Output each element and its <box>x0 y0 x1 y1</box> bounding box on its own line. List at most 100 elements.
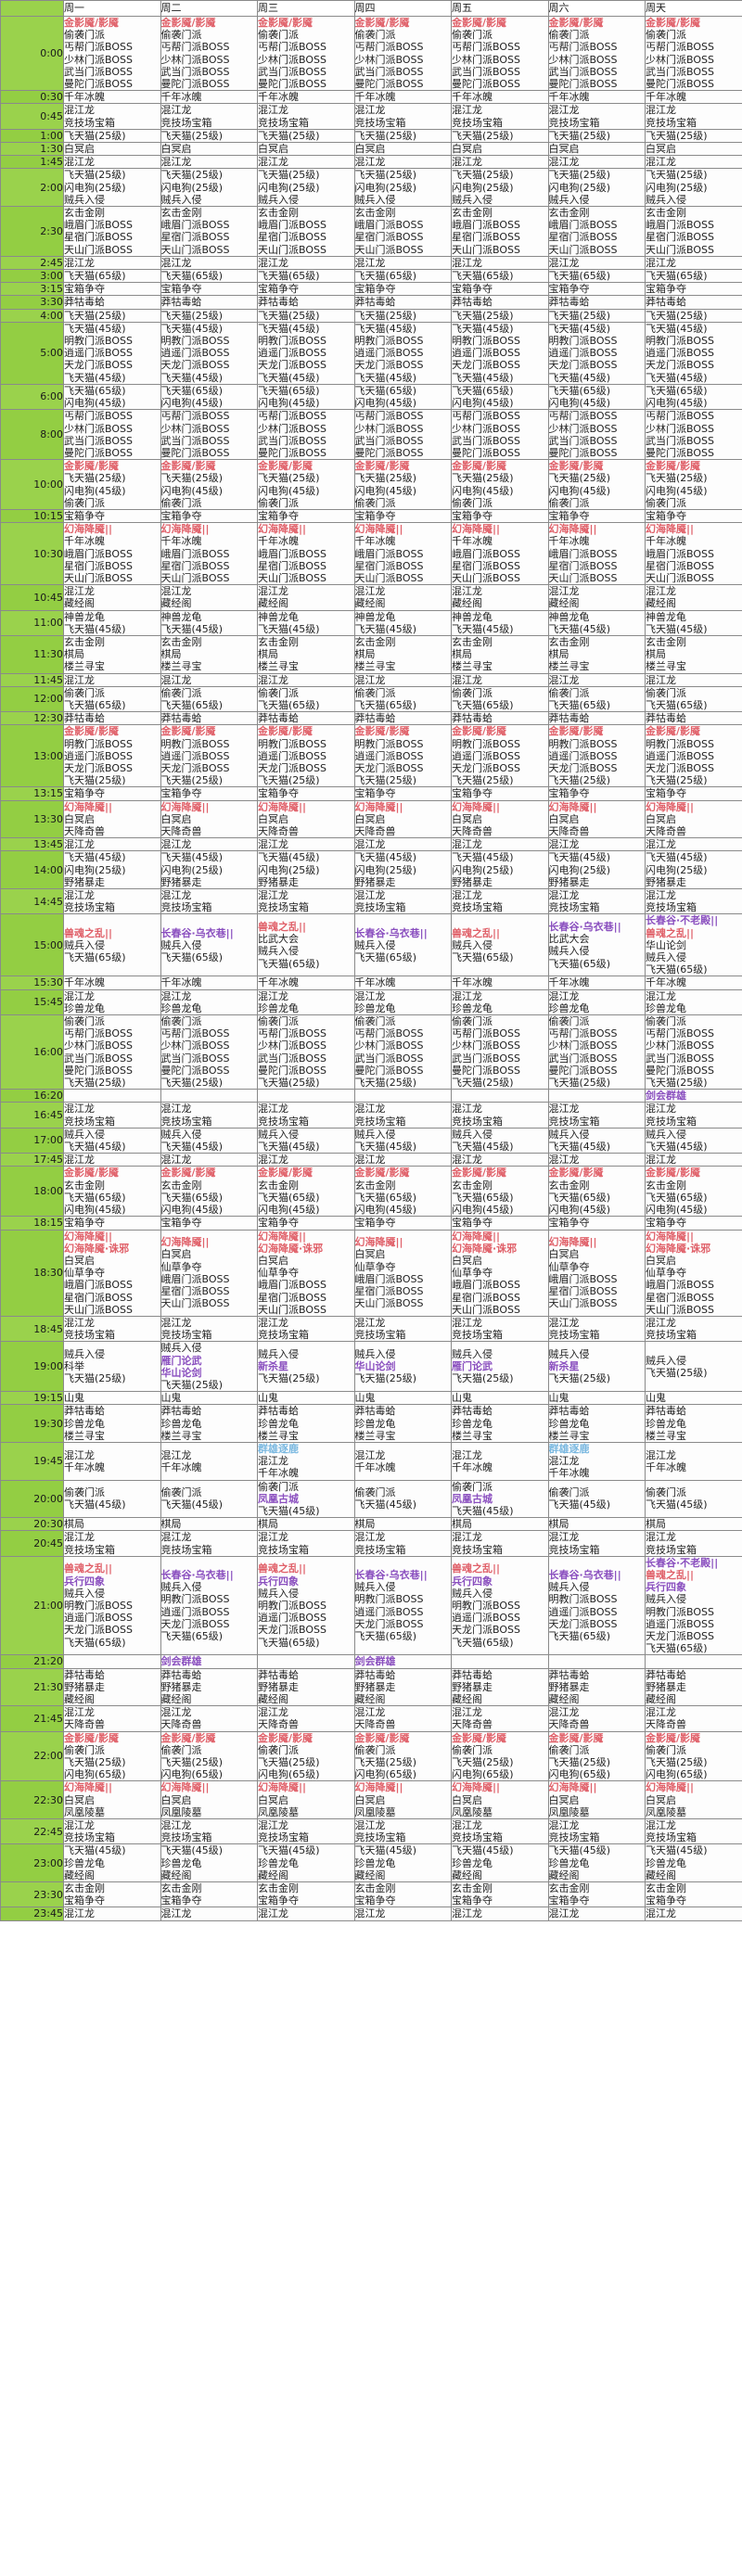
event-label: 竞技场宝箱 <box>646 901 697 914</box>
event-label: 山鬼 <box>354 1392 376 1405</box>
time-label: 18:00 <box>0 1166 64 1218</box>
event-label: 竞技场宝箱 <box>354 1543 406 1556</box>
event-label: 玄击金刚 <box>160 1179 202 1192</box>
event-label: 宝箱争夺 <box>64 509 105 522</box>
schedule-cell: 混江龙 千年冰魄 <box>645 1441 742 1481</box>
event-label: 珍兽龙龟 <box>258 1856 299 1869</box>
event-label: 金影魇/影魇 <box>452 17 507 29</box>
event-label: 星宿门派BOSS <box>64 559 133 572</box>
event-label: 飞天猫(65级) <box>160 1191 224 1204</box>
schedule-cell: 混江龙 竞技场宝箱 <box>547 103 646 130</box>
schedule-cell: 金影魇/影魇 玄击金刚 飞天猫(65级) 闪电狗(45级) <box>160 1166 258 1218</box>
event-label: 偷袭门派 <box>64 1743 105 1756</box>
event-label: 丐帮门派BOSS <box>160 41 230 54</box>
schedule-cell: 莽牯毒蛤 <box>160 295 258 310</box>
event-label: 偷袭门派 <box>646 496 686 509</box>
event-label: 峨眉门派BOSS <box>160 219 230 232</box>
event-label: 白冥启 <box>548 1793 580 1806</box>
schedule-cell: 混江龙 千年冰魄 <box>451 1441 549 1481</box>
event-label: 星宿门派BOSS <box>548 231 618 244</box>
event-label: 幻海降魇|| <box>548 1236 597 1249</box>
schedule-row: 12:00 偷袭门派 飞天猫(65级) 偷袭门派 飞天猫(65级) 偷袭门派 飞天猫(65级… <box>0 685 742 713</box>
schedule-cell: 幻海降魇|| 白冥启 天降奇兽 <box>547 799 646 839</box>
event-label: 飞天猫(25级) <box>160 129 224 142</box>
schedule-cell: 混江龙 竞技场宝箱 <box>160 1530 258 1557</box>
schedule-cell: 莽牯毒蛤 <box>257 295 355 310</box>
schedule-cell: 混江龙 <box>547 155 646 170</box>
event-label: 莽牯毒蛤 <box>548 1405 590 1418</box>
event-label: 珍兽龙龟 <box>452 1856 493 1869</box>
event-label: 白冥启 <box>354 1248 386 1261</box>
event-label: 飞天猫(65级) <box>646 1642 708 1655</box>
event-label: 明教门派BOSS <box>452 335 520 348</box>
event-label: 白冥启 <box>548 812 580 825</box>
event-label: 飞天猫(45级) <box>64 322 126 335</box>
event-label: 金影魇/影魇 <box>548 1167 604 1180</box>
event-label: 棋局 <box>354 648 376 661</box>
event-label: 飞天猫(25级) <box>452 129 514 142</box>
event-label: 飞天猫(45级) <box>354 1844 417 1857</box>
schedule-cell: 飞天猫(45级) 珍兽龙龟 藏经阁 <box>160 1843 258 1883</box>
event-label: 偷袭门派 <box>64 1015 105 1028</box>
event-label: 玄击金刚 <box>160 635 202 648</box>
event-label: 丐帮门派BOSS <box>646 41 714 54</box>
event-label: 峨眉门派BOSS <box>452 1279 520 1292</box>
event-label: 天降奇兽 <box>354 825 396 837</box>
event-label: 逍遥门派BOSS <box>548 1605 618 1618</box>
event-label: 幻海降魇|| <box>64 1230 113 1243</box>
schedule-cell: 混江龙 <box>63 255 161 271</box>
event-label: 天降奇兽 <box>646 1718 686 1731</box>
event-label: 仙草争夺 <box>258 1267 299 1280</box>
schedule-cell: 兽魂之乱|| 贼兵入侵 飞天猫(65级) <box>451 913 549 977</box>
event-label: 飞天猫(65级) <box>646 270 708 283</box>
event-label: 玄击金刚 <box>646 207 686 220</box>
event-label: 幻海降魇|| <box>646 800 695 813</box>
schedule-cell: 幻海降魇|| 幻海降魇·诛邪 白冥启 仙草争夺 峨眉门派BOSS 星宿门派BOSS 天山门派… <box>451 1229 549 1317</box>
event-label: 飞天猫(25级) <box>64 774 126 787</box>
time-label: 2:00 <box>0 168 64 208</box>
schedule-cell: 混江龙 竞技场宝箱 <box>645 1102 742 1129</box>
schedule-cell: 混江龙 <box>547 837 646 852</box>
schedule-cell: 混江龙 竞技场宝箱 <box>353 1102 452 1129</box>
event-label: 飞天猫(45级) <box>646 322 708 335</box>
event-label: 飞天猫(65级) <box>354 1630 417 1642</box>
event-label: 千年冰魄 <box>64 535 105 548</box>
schedule-cell: 偷袭门派 飞天猫(65级) <box>451 685 549 713</box>
schedule-row: 13:45 混江龙 混江龙 混江龙 混江龙 混江龙 混江龙 混江龙 <box>0 837 742 852</box>
event-label: 贼兵入侵 <box>548 1347 590 1360</box>
event-label: 凤凰陵墓 <box>452 1805 493 1818</box>
schedule-cell: 幻海降魇|| 千年冰魄 峨眉门派BOSS 星宿门派BOSS 天山门派BOSS <box>451 522 549 586</box>
schedule-cell: 千年冰魄 <box>547 976 646 990</box>
schedule-cell: 混江龙 <box>645 1906 742 1921</box>
event-label: 逍遥门派BOSS <box>646 1617 714 1630</box>
event-label: 玄击金刚 <box>64 1179 105 1192</box>
schedule-cell: 偷袭门派 凤凰古城 飞天猫(45级) <box>451 1479 549 1519</box>
schedule-cell: 玄击金刚 宝箱争夺 <box>547 1881 646 1908</box>
event-label: 棋局 <box>452 1518 472 1531</box>
event-label: 幻海降魇|| <box>452 1230 501 1243</box>
event-label: 楼兰寻宝 <box>160 1429 202 1442</box>
event-label: 飞天猫(65级) <box>64 270 126 283</box>
event-label: 飞天猫(25级) <box>258 1756 320 1769</box>
event-label: 野猪暴走 <box>548 875 590 888</box>
event-label: 竞技场宝箱 <box>258 1329 309 1342</box>
event-label: 飞天猫(25级) <box>548 1372 611 1385</box>
event-label: 飞天猫(25级) <box>258 129 320 142</box>
schedule-row: 10:45 混江龙 藏经阁 混江龙 藏经阁 混江龙 藏经阁 混江龙 藏经阁 混江龙 藏经阁 混江龙 藏经… <box>0 584 742 611</box>
time-label: 6:00 <box>0 383 64 411</box>
event-label: 偷袭门派 <box>64 1486 105 1499</box>
event-label: 金影魇/影魇 <box>646 17 701 29</box>
event-label: 竞技场宝箱 <box>64 1831 115 1844</box>
event-label: 群雄逐鹿 <box>258 1442 299 1455</box>
event-label: 天降奇兽 <box>452 1718 493 1731</box>
activity-schedule-table: 周一 周二 周三 周四 周五 周六 周天 0:00 金影魇/影魇 偷袭门派 丐帮门派B… <box>0 0 742 1921</box>
event-label: 星宿门派BOSS <box>646 1291 714 1304</box>
event-label: 星宿门派BOSS <box>452 559 520 572</box>
event-label: 天降奇兽 <box>548 1718 590 1731</box>
schedule-cell: 金影魇/影魇 玄击金刚 飞天猫(65级) 闪电狗(45级) <box>547 1166 646 1218</box>
schedule-cell: 飞天猫(65级) 闪电狗(45级) <box>645 383 742 411</box>
event-label: 峨眉门派BOSS <box>160 1272 230 1285</box>
schedule-cell: 混江龙 竞技场宝箱 <box>160 1102 258 1129</box>
event-label: 闪电狗(65级) <box>64 1768 126 1781</box>
event-label: 少林门派BOSS <box>646 1039 714 1052</box>
